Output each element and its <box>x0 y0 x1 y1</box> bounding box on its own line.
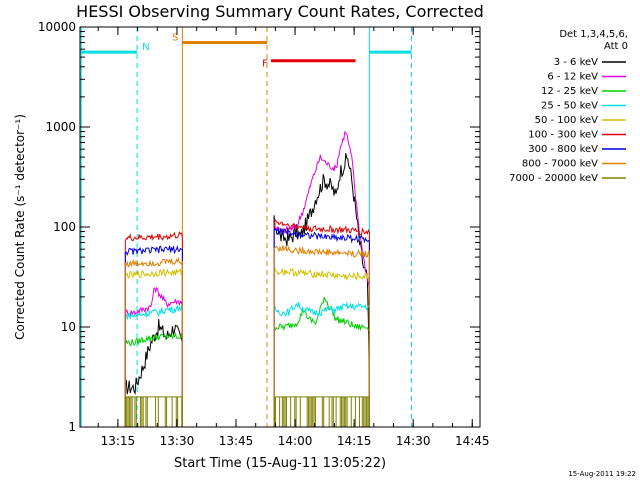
x-tick-label: 14:00 <box>278 434 313 448</box>
x-axis-label: Start Time (15-Aug-11 13:05:22) <box>174 456 386 471</box>
series-line-3-6-kev-2 <box>273 153 370 427</box>
series-line-6-12-kev-1 <box>124 286 183 427</box>
x-tick-label: 13:30 <box>160 434 195 448</box>
legend-entry-label: 100 - 300 keV <box>528 130 598 141</box>
x-tick-label: 13:15 <box>101 434 136 448</box>
series-line-50-100-kev-2 <box>273 267 370 427</box>
x-tick-label: 14:15 <box>337 434 372 448</box>
series-line-7000-20000-kev-2 <box>273 396 370 427</box>
series-line-12-25-kev-1 <box>124 332 183 427</box>
flag-label-n: N <box>142 42 149 53</box>
flag-label-s: S <box>172 32 178 43</box>
series-line-800-7000-kev-2 <box>273 244 370 427</box>
series-line-800-7000-kev-1 <box>124 257 183 427</box>
series-line-50-100-kev-1 <box>124 268 183 427</box>
legend-entry-label: 300 - 800 keV <box>528 144 598 155</box>
legend-entry-label: 7000 - 20000 keV <box>509 173 598 184</box>
flag-label-f: F <box>262 59 268 70</box>
series-line-12-25-kev-2 <box>273 296 370 427</box>
legend-entry-label: 3 - 6 keV <box>554 57 598 68</box>
series-line-25-50-kev-1 <box>124 303 183 427</box>
y-tick-label: 10 <box>61 320 76 334</box>
footer-timestamp: 15-Aug-2011 19:22 <box>568 470 636 478</box>
chart-title: HESSI Observing Summary Count Rates, Cor… <box>76 2 484 21</box>
y-tick-label: 10000 <box>38 20 76 34</box>
y-tick-label: 1 <box>68 420 76 434</box>
y-tick-label: 100 <box>53 220 76 234</box>
y-tick-label: 1000 <box>45 120 76 134</box>
series-line-7000-20000-kev-1 <box>124 396 183 427</box>
x-tick-label: 13:45 <box>219 434 254 448</box>
legend-entry-label: 800 - 7000 keV <box>522 159 598 170</box>
series-line-25-50-kev-2 <box>273 301 370 427</box>
x-tick-label: 14:45 <box>455 434 490 448</box>
legend-entry-label: 6 - 12 keV <box>547 72 598 83</box>
legend-header-line: Att 0 <box>604 41 628 52</box>
series-line-100-300-kev-2 <box>273 218 370 427</box>
series-line-6-12-kev-2 <box>273 130 370 427</box>
legend-entry-label: 50 - 100 keV <box>535 115 599 126</box>
series-line-300-800-kev-2 <box>273 226 370 427</box>
x-tick-label: 14:30 <box>396 434 431 448</box>
series-line-300-800-kev-1 <box>124 245 183 427</box>
legend-entry-label: 25 - 50 keV <box>541 101 598 112</box>
series-line-100-300-kev-1 <box>124 231 183 427</box>
legend-header-line: Det 1,3,4,5,6, <box>559 29 628 40</box>
y-axis-label: Corrected Count Rate (s⁻¹ detector⁻¹) <box>13 114 27 340</box>
legend-entry-label: 12 - 25 keV <box>541 86 598 97</box>
plot-frame <box>79 26 481 428</box>
